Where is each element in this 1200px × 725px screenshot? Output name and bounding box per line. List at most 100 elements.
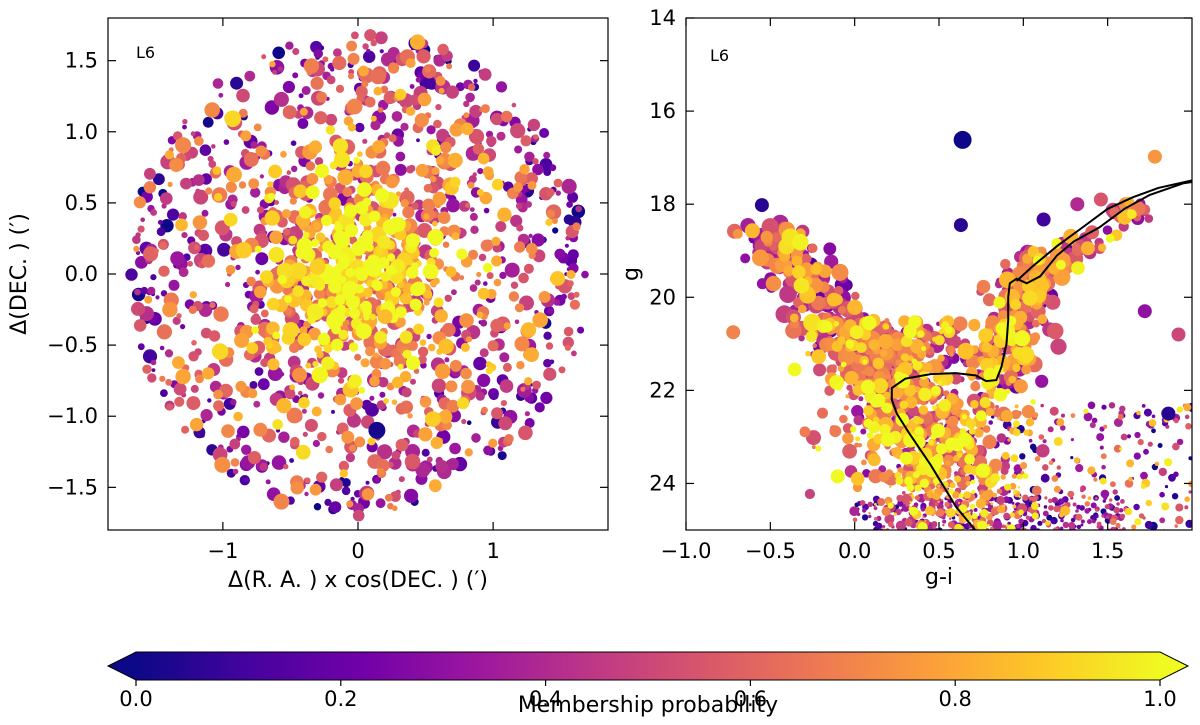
spatial-star-point xyxy=(566,270,576,279)
spatial-star-point xyxy=(421,448,430,457)
spatial-star-point xyxy=(532,158,539,165)
cmd-star-point xyxy=(844,370,859,385)
cmd-star-point xyxy=(1172,442,1180,451)
cmd-star-point xyxy=(1138,513,1145,519)
colorbar-label: Membership probability xyxy=(518,693,778,718)
spatial-star-point xyxy=(388,62,400,74)
spatial-star-point xyxy=(200,409,213,422)
cmd-star-point xyxy=(1007,532,1011,536)
spatial-star-point xyxy=(312,439,320,448)
cmd-star-point xyxy=(990,473,1001,483)
spatial-star-point xyxy=(347,52,360,65)
spatial-star-point xyxy=(253,400,261,408)
spatial-star-point xyxy=(502,362,512,372)
cmd-star-point xyxy=(1072,502,1077,507)
cmd-ticks: −1.0 −0.5 0.0 0.5 1.0 1.5 14 16 18 20 22 24 xyxy=(649,6,1192,563)
spatial-star-point xyxy=(354,353,362,361)
spatial-panel-tag: L6 xyxy=(136,43,155,62)
spatial-star-point xyxy=(362,287,373,298)
spatial-star-point xyxy=(159,241,167,250)
spatial-star-point xyxy=(435,76,446,86)
spatial-star-point xyxy=(428,479,442,493)
spatial-star-point xyxy=(394,163,407,176)
spatial-star-point xyxy=(471,433,481,443)
cmd-star-point xyxy=(975,498,986,509)
spatial-star-point xyxy=(305,362,312,369)
spatial-star-point xyxy=(150,209,158,216)
spatial-star-point xyxy=(298,396,310,409)
spatial-star-point xyxy=(151,368,156,372)
spatial-star-point xyxy=(391,376,404,389)
cmd-notable-point xyxy=(726,325,741,340)
spatial-star-point xyxy=(298,390,303,396)
spatial-star-point xyxy=(165,378,173,386)
spatial-star-point xyxy=(247,451,262,465)
cmd-star-point xyxy=(817,407,828,419)
spatial-star-point xyxy=(402,349,412,359)
cmd-star-point xyxy=(1094,514,1099,519)
cmd-star-point xyxy=(975,410,987,422)
cmd-notable-point xyxy=(1147,149,1162,164)
spatial-star-point xyxy=(434,363,451,380)
spatial-star-point xyxy=(333,48,342,58)
spatial-star-point xyxy=(354,267,366,279)
spatial-star-point xyxy=(460,367,472,380)
spatial-star-point xyxy=(426,456,433,463)
cmd-star-point xyxy=(899,400,909,410)
cmd-star-point xyxy=(932,477,940,485)
cmd-star-point xyxy=(835,383,842,391)
cmd-star-point xyxy=(1050,338,1067,355)
cmd-star-point xyxy=(912,471,920,479)
spatial-star-point xyxy=(255,145,267,157)
cmd-star-point xyxy=(1101,514,1105,518)
spatial-star-point xyxy=(513,182,523,193)
spatial-star-point xyxy=(491,236,501,246)
spatial-star-point xyxy=(469,104,483,118)
cmd-star-point xyxy=(1034,456,1041,462)
cmd-star-point xyxy=(840,361,847,368)
spatial-star-point xyxy=(233,411,243,422)
cmd-star-point xyxy=(949,517,952,520)
spatial-star-point xyxy=(374,31,388,45)
spatial-star-point xyxy=(385,175,399,189)
spatial-star-point xyxy=(317,392,325,399)
spatial-star-point xyxy=(377,107,384,113)
cmd-star-point xyxy=(1134,518,1142,526)
cmd-star-point xyxy=(810,263,822,275)
cmd-star-point xyxy=(1055,259,1066,270)
spatial-star-point xyxy=(217,242,231,257)
spatial-star-point xyxy=(273,91,289,107)
cmd-star-point xyxy=(1161,502,1170,511)
spatial-star-point xyxy=(247,388,258,399)
spatial-star-point xyxy=(342,187,353,198)
spatial-star-point xyxy=(311,406,322,417)
spatial-star-point xyxy=(268,246,285,263)
cmd-star-point xyxy=(800,253,812,265)
spatial-star-point xyxy=(406,165,415,174)
spatial-star-point xyxy=(358,65,369,77)
spatial-star-point xyxy=(290,436,300,447)
spatial-star-point xyxy=(561,178,577,194)
spatial-star-point xyxy=(317,298,328,308)
spatial-star-point xyxy=(301,275,312,287)
cmd-star-point xyxy=(1113,444,1122,453)
spatial-x-tick-label: 1 xyxy=(486,539,499,563)
cmd-star-point xyxy=(1017,485,1021,489)
cmd-star-point xyxy=(1117,413,1124,420)
spatial-star-point xyxy=(235,264,241,271)
cmd-star-point xyxy=(852,517,858,523)
spatial-star-point xyxy=(269,230,283,245)
spatial-star-point xyxy=(156,227,166,237)
cmd-star-point xyxy=(1173,418,1179,424)
cmd-star-point xyxy=(1009,299,1022,311)
cmd-star-point xyxy=(896,494,904,502)
cmd-star-point xyxy=(1040,403,1044,408)
cmd-star-point xyxy=(1016,524,1020,528)
cmd-star-point xyxy=(756,278,769,290)
cmd-star-point xyxy=(1100,453,1107,460)
cmd-star-point xyxy=(1120,499,1125,504)
cmd-star-point xyxy=(908,315,922,329)
spatial-star-point xyxy=(385,265,396,276)
cmd-star-point xyxy=(752,249,769,267)
cmd-star-point xyxy=(740,253,751,264)
